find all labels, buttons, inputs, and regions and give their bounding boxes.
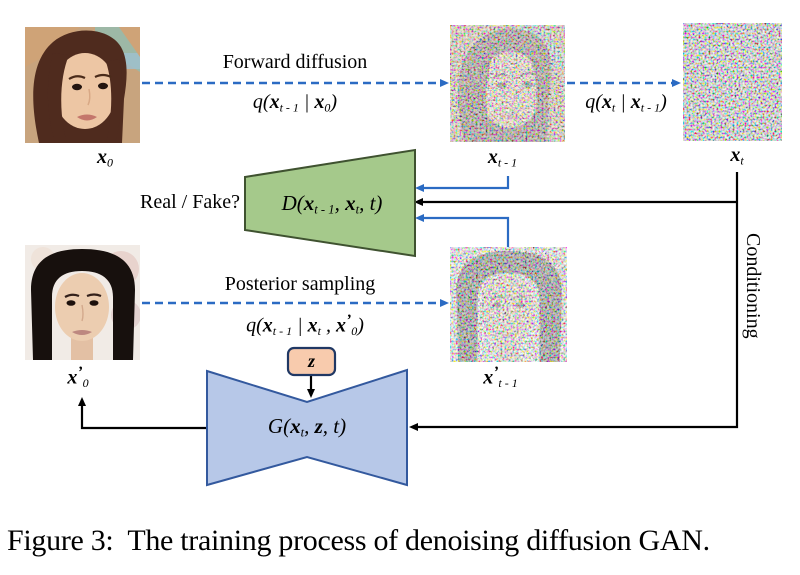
xt-1-label: xt - 1 xyxy=(487,146,518,170)
xt-1-prime-label: x’t - 1 xyxy=(483,364,518,390)
xt-1-to-discriminator-arrow xyxy=(415,176,510,192)
discriminator-shape xyxy=(244,148,416,258)
x0-prime-label: x’0 xyxy=(67,364,89,390)
latent-z-label: z xyxy=(307,351,315,371)
q-posterior-formula: q(xt - 1 | xt , x’0) xyxy=(246,312,364,338)
discriminator-formula: D(xt - 1, xt, t) xyxy=(281,191,383,217)
figure-caption: Figure 3: The training process of denois… xyxy=(7,524,710,557)
generator-output-arrow xyxy=(78,397,207,430)
real-fake-label: Real / Fake? xyxy=(140,191,240,213)
q-forward-formula: q(xt - 1 | x0) xyxy=(252,91,338,115)
image-xt-1-noisy-photo xyxy=(450,25,565,142)
q-noise-formula: q(xt | xt - 1) xyxy=(585,91,667,115)
forward-diffusion-label: Forward diffusion xyxy=(222,51,368,73)
xt-label: xt xyxy=(730,144,744,168)
generator-formula: G(xt, z, t) xyxy=(267,414,347,440)
posterior-sampling-label: Posterior sampling xyxy=(224,273,376,295)
x0-label: x0 xyxy=(97,146,113,170)
image-xt-1-prime-noisy-photo xyxy=(450,247,567,362)
conditioning-line xyxy=(409,172,739,431)
conditioning-label: Conditioning xyxy=(742,233,764,339)
xt-1-prime-to-discriminator-arrow xyxy=(415,214,510,247)
image-xt-pure-noise xyxy=(683,23,782,141)
latent-z-box xyxy=(286,346,337,377)
generator-shape xyxy=(206,368,408,487)
